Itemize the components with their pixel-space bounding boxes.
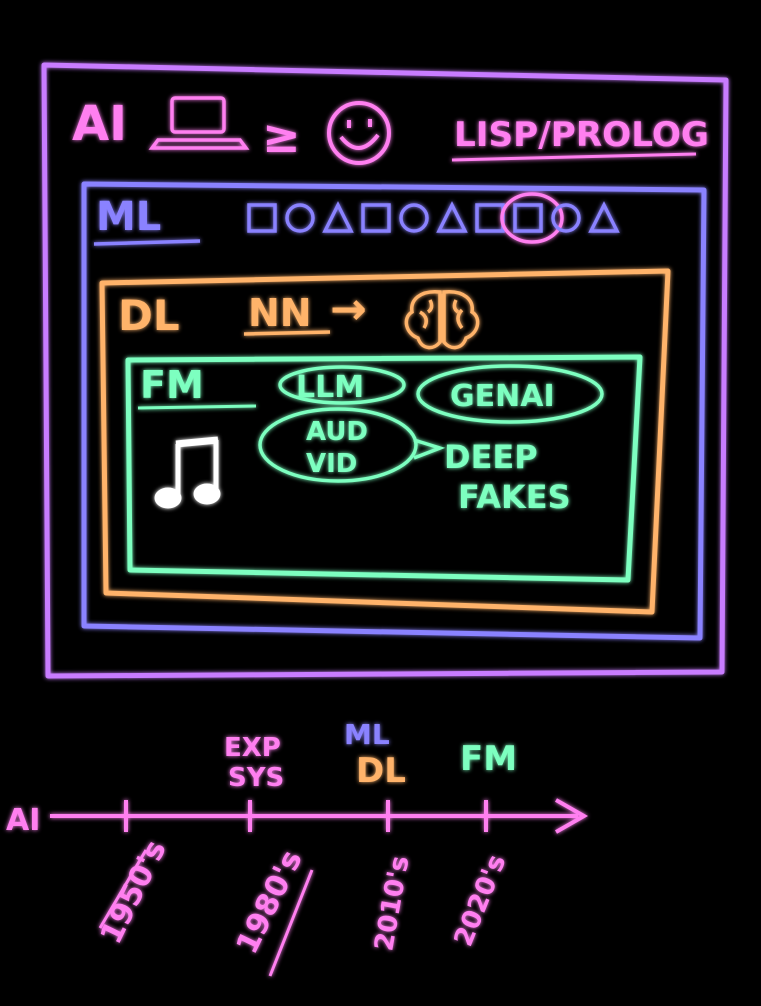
year-2020s: 2020's [449, 851, 513, 951]
dl-label: DL [118, 291, 180, 340]
ml-shapes-row [247, 192, 620, 244]
nn-underline [243, 330, 331, 336]
ml-shape-square [475, 203, 505, 233]
vid-label: VID [306, 449, 357, 479]
smiley-face-icon [327, 101, 391, 165]
timeline-start-label: AI [6, 803, 40, 838]
timeline: AI EXP SYS ML DL FM 1950's 1980's 2010's… [6, 718, 589, 977]
ml-shape-triangle [588, 201, 620, 233]
arrow-to-deepfakes [413, 438, 446, 460]
above-dl: DL [356, 751, 406, 791]
ml-shape-square [247, 203, 277, 233]
fm-underline [137, 404, 257, 410]
above-exp: EXP [224, 733, 281, 763]
llm-label: LLM [296, 370, 364, 405]
laptop-icon [148, 96, 250, 150]
ml-shape-circle [551, 203, 581, 233]
ml-underline [93, 239, 201, 246]
ml-shape-square [361, 203, 391, 233]
lisp-prolog-label: LISP/PROLOG [454, 115, 709, 155]
deep-label: DEEP [444, 438, 538, 476]
year-1980s-underline [268, 869, 314, 977]
music-note-icon [154, 436, 221, 509]
fakes-label: FAKES [458, 478, 571, 516]
ml-shape-circle [399, 203, 429, 233]
ml-label: ML [96, 194, 161, 240]
timeline-arrowhead [555, 798, 589, 834]
dl-box: DL NN → [99, 268, 671, 615]
genai-label: GENAI [450, 379, 555, 414]
ml-shape-triangle [322, 201, 354, 233]
ml-shape-triangle [436, 201, 468, 233]
aud-vid-oval [258, 407, 418, 483]
ai-box: AI ≥ LISP/PROLOG [41, 62, 729, 679]
genai-oval [416, 364, 604, 424]
above-ml: ML [344, 718, 390, 751]
above-fm: FM [460, 739, 517, 779]
ai-label: AI [72, 96, 127, 152]
year-1950s: 1950's [94, 835, 174, 950]
llm-oval [278, 365, 406, 405]
above-sys: SYS [228, 763, 284, 793]
fm-label: FM [140, 363, 204, 407]
compare-symbol: ≥ [262, 109, 301, 163]
nn-label: NN [248, 291, 312, 335]
ml-highlight-circle [500, 192, 564, 244]
ml-shape-square [513, 203, 543, 233]
nn-arrow: → [330, 284, 367, 335]
ml-shape-circle [285, 203, 315, 233]
ml-box: ML [81, 181, 707, 641]
brain-icon [404, 290, 480, 350]
fm-box: FM LLM GENAI AUD VID DEEP FAKES [125, 354, 643, 583]
year-2010s: 2010's [369, 854, 415, 954]
aud-label: AUD [306, 417, 368, 447]
year-1950s-underline [98, 849, 148, 929]
lisp-underline [451, 152, 697, 162]
